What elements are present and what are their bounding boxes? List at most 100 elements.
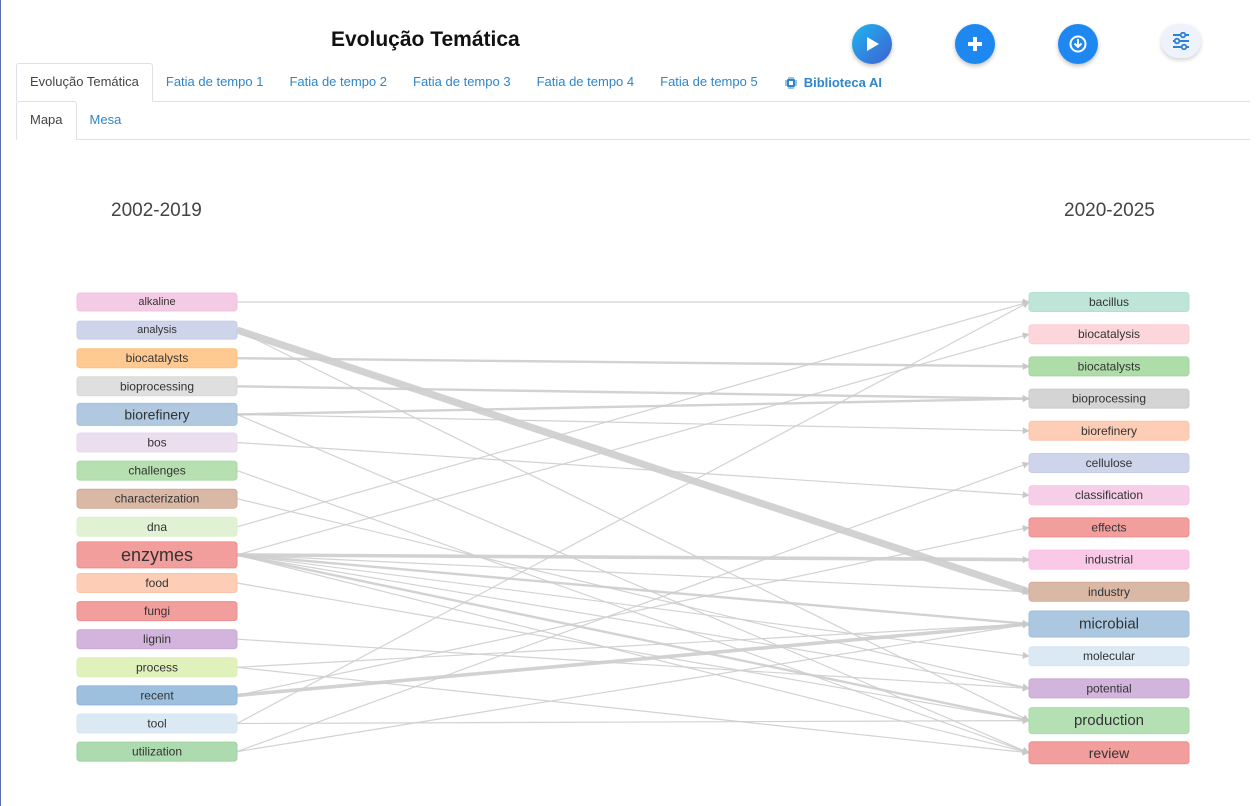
- right-node-microbial[interactable]: microbial: [1028, 610, 1190, 638]
- link-enzymes-to-potential: [236, 554, 1030, 691]
- right-node-box: [1028, 741, 1190, 765]
- left-node-box: [76, 402, 238, 426]
- left-node-challenges[interactable]: challenges: [76, 460, 238, 481]
- right-node-box: [1028, 610, 1190, 638]
- right-node-box: [1028, 517, 1190, 538]
- left-node-box: [76, 460, 238, 481]
- right-node-box: [1028, 485, 1190, 506]
- right-node-bacillus[interactable]: bacillus: [1028, 292, 1190, 312]
- right-node-label: production: [1074, 712, 1144, 729]
- right-node-review[interactable]: review: [1028, 741, 1190, 765]
- left-node-label: lignin: [143, 632, 171, 646]
- left-node-box: [76, 601, 238, 622]
- right-node-industrial[interactable]: industrial: [1028, 549, 1190, 570]
- right-node-box: [1028, 453, 1190, 473]
- download-button[interactable]: [1058, 24, 1098, 64]
- tab-time-slice-2[interactable]: Fatia de tempo 2: [289, 74, 387, 89]
- right-node-bioprocessing[interactable]: bioprocessing: [1028, 388, 1190, 409]
- left-node-box: [76, 685, 238, 706]
- left-node-characterization[interactable]: characterization: [76, 488, 238, 509]
- link-lignin-to-potential: [236, 638, 1030, 692]
- left-node-analysis[interactable]: analysis: [76, 320, 238, 340]
- left-node-box: [76, 292, 238, 312]
- left-period-label: 2002-2019: [111, 200, 202, 221]
- left-node-box: [76, 573, 238, 593]
- link-utilization-to-cellulose: [236, 461, 1030, 753]
- left-node-label: process: [136, 660, 178, 674]
- left-node-process[interactable]: process: [76, 657, 238, 678]
- add-button[interactable]: [955, 24, 995, 64]
- right-node-label: industrial: [1085, 553, 1133, 567]
- left-node-label: utilization: [132, 745, 182, 759]
- left-node-recent[interactable]: recent: [76, 685, 238, 706]
- left-node-label: recent: [140, 688, 174, 702]
- link-recent-to-effects: [236, 525, 1030, 696]
- link-biocatalysts-to-biocatalysts: [236, 357, 1030, 370]
- link-enzymes-to-review: [236, 554, 1030, 755]
- right-node-biocatalysis[interactable]: biocatalysis: [1028, 324, 1190, 345]
- tab-time-slice-3[interactable]: Fatia de tempo 3: [413, 74, 511, 89]
- settings-button[interactable]: [1161, 24, 1201, 58]
- link-utilization-to-microbial: [236, 621, 1030, 753]
- left-node-tool[interactable]: tool: [76, 713, 238, 734]
- tab-map[interactable]: Mapa: [16, 101, 77, 140]
- right-node-potential[interactable]: potential: [1028, 678, 1190, 699]
- chip-icon: [784, 76, 797, 89]
- right-node-production[interactable]: production: [1028, 707, 1190, 735]
- left-node-lignin[interactable]: lignin: [76, 629, 238, 650]
- tab-ai-library[interactable]: Biblioteca AI: [771, 64, 895, 101]
- tab-time-slice-1[interactable]: Fatia de tempo 1: [165, 74, 264, 89]
- download-icon: [1069, 35, 1087, 53]
- right-node-label: molecular: [1083, 649, 1135, 663]
- right-node-box: [1028, 292, 1190, 312]
- left-node-label: bioprocessing: [120, 379, 194, 393]
- right-node-classification[interactable]: classification: [1028, 485, 1190, 506]
- right-node-box: [1028, 356, 1190, 377]
- right-node-box: [1028, 581, 1190, 602]
- right-node-biocatalysts[interactable]: biocatalysts: [1028, 356, 1190, 377]
- link-enzymes-to-biocatalysis: [236, 332, 1030, 556]
- left-node-alkaline[interactable]: alkaline: [76, 292, 238, 312]
- right-node-label: cellulose: [1086, 456, 1133, 470]
- right-node-cellulose[interactable]: cellulose: [1028, 453, 1190, 473]
- left-node-label: fungi: [144, 604, 170, 618]
- left-node-label: tool: [147, 717, 166, 731]
- left-node-box: [76, 657, 238, 678]
- right-node-molecular[interactable]: molecular: [1028, 646, 1190, 667]
- link-dna-to-bacillus: [236, 300, 1030, 528]
- right-node-industry[interactable]: industry: [1028, 581, 1190, 602]
- link-analysis-to-industry: [235, 326, 1031, 596]
- left-node-biocatalysts[interactable]: biocatalysts: [76, 348, 238, 369]
- tab-time-slice-4[interactable]: Fatia de tempo 4: [536, 74, 635, 89]
- right-node-box: [1028, 420, 1190, 441]
- right-node-effects[interactable]: effects: [1028, 517, 1190, 538]
- right-node-box: [1028, 388, 1190, 409]
- right-node-label: biocatalysis: [1078, 327, 1140, 341]
- tab-table[interactable]: Mesa: [89, 112, 122, 127]
- left-node-box: [76, 488, 238, 509]
- left-node-dna[interactable]: dna: [76, 516, 238, 537]
- left-node-box: [76, 348, 238, 369]
- tab-thematic-evolution[interactable]: Evolução Temática: [16, 63, 153, 102]
- left-node-fungi[interactable]: fungi: [76, 601, 238, 622]
- left-node-enzymes[interactable]: enzymes: [76, 541, 238, 569]
- left-node-label: enzymes: [121, 545, 193, 565]
- left-node-bioprocessing[interactable]: bioprocessing: [76, 376, 238, 397]
- right-node-label: microbial: [1079, 616, 1139, 633]
- right-node-biorefinery[interactable]: biorefinery: [1028, 420, 1190, 441]
- link-enzymes-to-industry: [236, 554, 1030, 596]
- play-button[interactable]: [852, 24, 892, 64]
- left-node-bos[interactable]: bos: [76, 432, 238, 453]
- right-node-box: [1028, 678, 1190, 699]
- left-node-utilization[interactable]: utilization: [76, 741, 238, 762]
- right-node-box: [1028, 646, 1190, 667]
- tab-time-slice-5[interactable]: Fatia de tempo 5: [660, 74, 758, 89]
- left-node-biorefinery[interactable]: biorefinery: [76, 402, 238, 426]
- left-node-label: food: [145, 576, 168, 590]
- links: [235, 298, 1031, 756]
- link-biorefinery-to-bioprocessing: [236, 395, 1030, 416]
- link-enzymes-to-industrial: [236, 553, 1030, 564]
- left-node-food[interactable]: food: [76, 573, 238, 593]
- right-node-label: biocatalysts: [1078, 359, 1141, 373]
